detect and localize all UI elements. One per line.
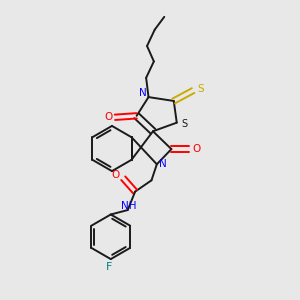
Text: O: O (193, 144, 201, 154)
Text: N: N (159, 159, 167, 169)
Text: S: S (181, 118, 187, 128)
Text: N: N (139, 88, 146, 98)
Text: F: F (106, 262, 112, 272)
Text: O: O (111, 170, 120, 180)
Text: NH: NH (121, 201, 136, 211)
Text: S: S (197, 84, 204, 94)
Text: O: O (104, 112, 112, 122)
